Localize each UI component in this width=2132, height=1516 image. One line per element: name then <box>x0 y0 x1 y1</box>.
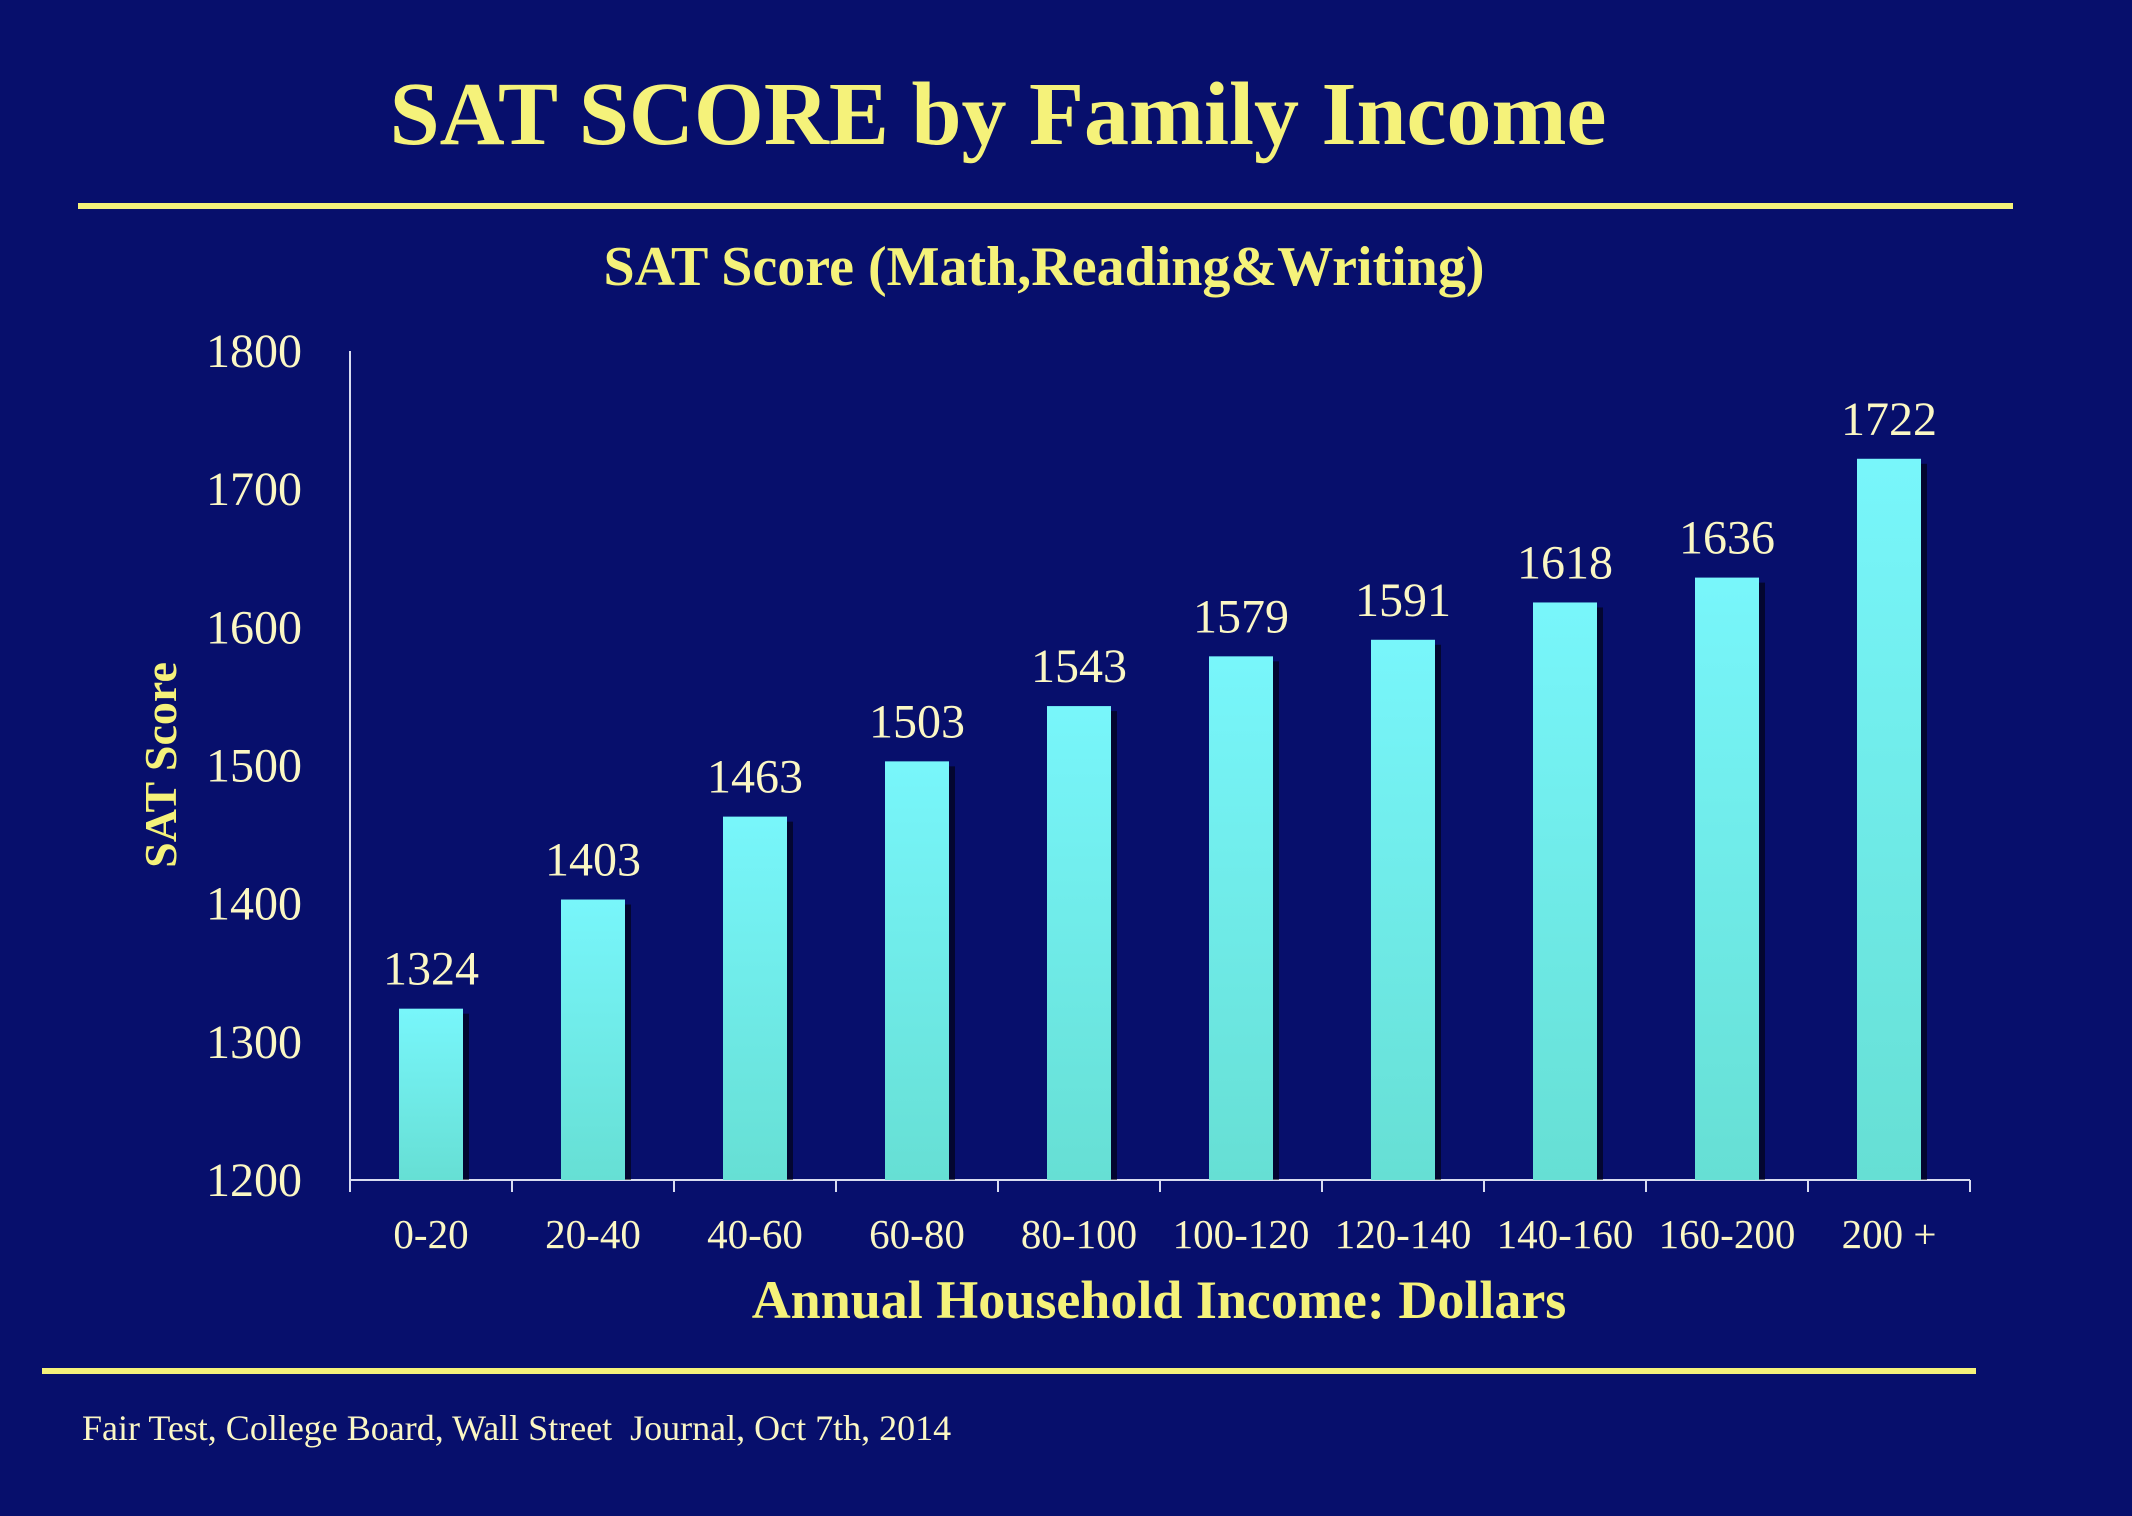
data-label: 1618 <box>1517 536 1613 589</box>
data-label: 1463 <box>707 751 803 804</box>
source-citation: Fair Test, College Board, Wall Street Jo… <box>82 1408 951 1448</box>
bar-chart: 1200 1300 1400 1500 1600 1700 1800 1324 0-20 1403… <box>206 325 1971 1257</box>
bar <box>1047 706 1111 1180</box>
data-label: 1591 <box>1355 574 1451 627</box>
y-tick-label: 1600 <box>206 601 302 654</box>
x-tick-label: 140-160 <box>1497 1211 1634 1257</box>
chart-title: SAT Score (Math,Reading&Writing) <box>604 236 1485 298</box>
data-label: 1579 <box>1193 590 1289 643</box>
x-tick-label: 160-200 <box>1659 1211 1796 1257</box>
x-tick-label: 80-100 <box>1021 1211 1137 1257</box>
x-tick-label: 20-40 <box>545 1211 641 1257</box>
x-tick-label: 200 + <box>1842 1211 1937 1257</box>
bar <box>1695 577 1759 1180</box>
bar <box>399 1008 463 1180</box>
x-tick-label: 100-120 <box>1173 1211 1310 1257</box>
data-label: 1722 <box>1841 393 1937 446</box>
x-tick-label: 0-20 <box>393 1211 468 1257</box>
x-tick-label: 60-80 <box>869 1211 965 1257</box>
data-label: 1324 <box>383 943 479 996</box>
x-tick-label: 120-140 <box>1335 1211 1472 1257</box>
data-label: 1636 <box>1679 512 1775 565</box>
bar <box>1209 656 1273 1180</box>
bar <box>885 761 949 1180</box>
slide-title: SAT SCORE by Family Income <box>390 65 1607 164</box>
bar <box>1371 639 1435 1180</box>
footer-divider <box>42 1368 1976 1374</box>
data-label: 1503 <box>869 695 965 748</box>
x-tick-label: 40-60 <box>707 1211 803 1257</box>
title-divider <box>78 203 2013 209</box>
data-label: 1403 <box>545 834 641 887</box>
bar <box>561 899 625 1180</box>
x-axis-label: Annual Household Income: Dollars <box>752 1270 1567 1330</box>
y-tick-label: 1800 <box>206 325 302 378</box>
bar <box>1857 458 1921 1180</box>
y-tick-label: 1400 <box>206 878 302 931</box>
y-tick-label: 1500 <box>206 740 302 793</box>
bar <box>1533 602 1597 1180</box>
data-label: 1543 <box>1031 640 1127 693</box>
bar <box>723 816 787 1180</box>
y-tick-label: 1700 <box>206 463 302 516</box>
y-tick-label: 1200 <box>206 1154 302 1207</box>
y-tick-label: 1300 <box>206 1016 302 1069</box>
y-axis-label: SAT Score <box>135 662 186 868</box>
